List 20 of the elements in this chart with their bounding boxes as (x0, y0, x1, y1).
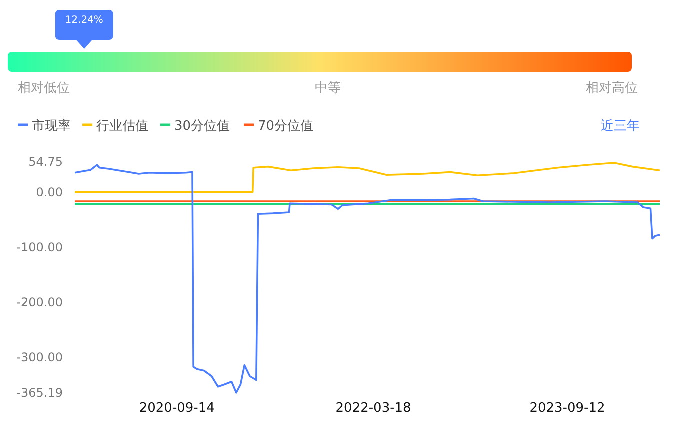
text: 近三年 (601, 119, 640, 134)
x-tick-label: 2022-03-18 (336, 401, 412, 416)
y-tick-label: 0.00 (36, 185, 63, 200)
data-label: 12.24% (65, 15, 104, 26)
x-tick-label: 2020-09-14 (139, 401, 215, 416)
line-series (74, 162, 661, 194)
line-series (74, 164, 661, 394)
text: 相对低位 (18, 81, 70, 96)
x-tick-label: 2023-09-12 (530, 401, 606, 416)
text: 中等 (315, 81, 341, 96)
text: 相对高位 (586, 80, 638, 96)
y-tick-label: 54.75 (28, 155, 63, 170)
y-tick-label: -200.00 (16, 295, 63, 310)
legend-label: 30分位值 (174, 119, 230, 134)
legend-label: 市现率 (32, 118, 71, 134)
y-tick-label: -365.19 (16, 386, 63, 400)
legend-label: 70分位值 (258, 119, 314, 134)
y-tick-label: -100.00 (16, 240, 63, 254)
legend-label: 行业估值 (96, 119, 148, 134)
y-tick-label: -300.00 (16, 350, 63, 364)
